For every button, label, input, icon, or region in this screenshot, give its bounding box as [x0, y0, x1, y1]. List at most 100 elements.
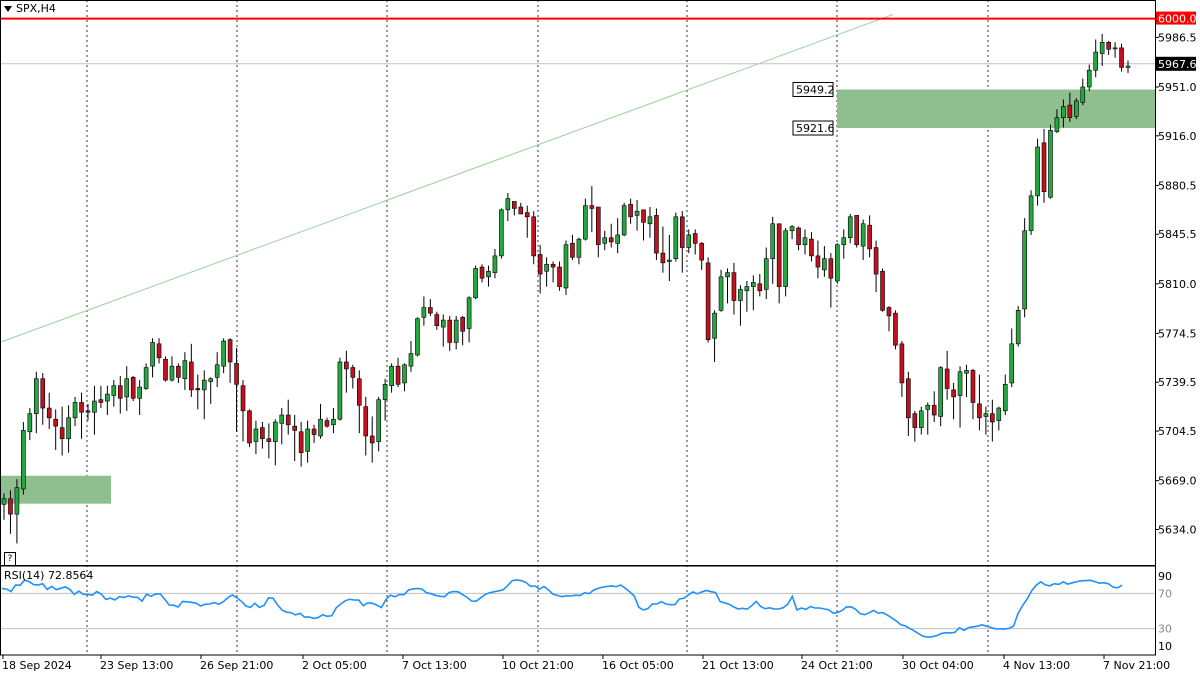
candle-body [305, 428, 310, 452]
candle-body [428, 307, 433, 314]
candle-body [1125, 65, 1131, 68]
candle-body [880, 270, 885, 311]
candle-body [776, 223, 782, 287]
candle-body [247, 410, 252, 444]
candle-body [725, 272, 730, 278]
candle-body [589, 205, 595, 209]
candle-body [557, 266, 562, 287]
candle-body [505, 198, 511, 211]
candles-series [1, 33, 1131, 544]
candle-body [835, 244, 840, 282]
candle-body [654, 215, 659, 254]
current-price-label: 5967.6 [1158, 58, 1197, 71]
candle-body [486, 270, 491, 278]
candle-body [143, 367, 149, 389]
candle-body [886, 307, 892, 317]
candle-body [893, 312, 898, 346]
candle-body [46, 407, 52, 419]
candle-body [1099, 41, 1105, 54]
candle-body [996, 407, 1002, 421]
candle-body [40, 378, 46, 409]
candle-body [273, 421, 278, 442]
candle-body [1067, 104, 1073, 118]
candle-body [873, 247, 879, 275]
candle-body [1041, 142, 1047, 192]
candle-body [240, 385, 246, 412]
candle-body [324, 420, 330, 427]
date-tick-label: 4 Nov 13:00 [1003, 659, 1070, 672]
candle-body [492, 255, 498, 273]
candle-body [434, 314, 440, 326]
candle-body [867, 224, 872, 250]
price-tick-label: 5986.5 [1158, 31, 1197, 44]
rsi-pane: 90 70 30 10 [0, 570, 1172, 653]
symbol-title[interactable]: SPX,H4 [4, 2, 56, 15]
date-axis: 18 Sep 2024 23 Sep 13:00 26 Sep 21:00 2 Oct… [2, 655, 1170, 672]
candle-body [802, 237, 808, 246]
candle-body [298, 431, 304, 454]
candle-body [292, 425, 297, 431]
candle-body [105, 393, 110, 402]
candle-body [344, 361, 349, 370]
trendline[interactable] [0, 13, 894, 343]
candle-body [266, 438, 272, 442]
date-tick-label: 24 Oct 21:00 [801, 659, 873, 672]
candle-body [285, 414, 291, 426]
dropdown-triangle-icon[interactable] [4, 6, 12, 12]
candle-body [970, 370, 976, 403]
candle-body [751, 282, 756, 287]
candle-body [1035, 146, 1040, 197]
candle-body [789, 226, 795, 232]
candle-body [92, 400, 97, 413]
price-tick-label: 5916.0 [1158, 130, 1197, 143]
candle-body [350, 367, 356, 378]
candle-body [137, 386, 142, 399]
candle-body [318, 418, 323, 437]
rsi-scale-label: 30 [1158, 623, 1172, 636]
candle-body [499, 209, 504, 257]
candle-body [1080, 86, 1086, 103]
candle-body [1048, 129, 1053, 198]
candle-body [1002, 384, 1008, 412]
candle-body [402, 364, 407, 384]
candle-body [906, 378, 911, 419]
level-price-label: 6000.0 [1158, 13, 1197, 26]
candle-body [705, 262, 711, 340]
date-tick-label: 7 Nov 21:00 [1103, 659, 1170, 672]
candle-body [944, 368, 950, 389]
rsi-scale-label: 70 [1158, 587, 1172, 600]
candle-body [169, 365, 175, 381]
candle-body [311, 428, 317, 435]
vertical-gridlines [86, 0, 989, 655]
main-pane-frame [0, 0, 1156, 566]
candle-body [602, 237, 608, 244]
rsi-pane-frame [0, 565, 1156, 656]
current-price-tag [1156, 56, 1196, 71]
candle-body [1054, 117, 1060, 132]
candle-body [667, 259, 672, 262]
candle-body [201, 379, 207, 391]
candle-body [679, 216, 685, 248]
help-question-icon[interactable]: ? [4, 552, 16, 566]
candle-body [647, 216, 653, 225]
candle-body [860, 223, 866, 247]
candle-body [544, 263, 549, 272]
candle-body [576, 238, 582, 258]
price-tick-label: 5634.0 [1158, 523, 1197, 536]
price-tick-label: 5669.0 [1158, 475, 1197, 488]
candle-body [1009, 343, 1015, 384]
candle-body [608, 237, 614, 243]
candle-body [550, 263, 556, 268]
candle-body [1022, 230, 1027, 310]
candle-body [221, 340, 226, 367]
candle-body [8, 498, 13, 515]
candle-body [770, 223, 776, 259]
candle-body [692, 233, 698, 244]
candle-body [537, 254, 543, 275]
candle-body [583, 205, 588, 240]
candle-body [912, 413, 918, 428]
candle-body [408, 353, 414, 367]
zone-label-box [792, 120, 834, 136]
candle-body [938, 367, 943, 417]
